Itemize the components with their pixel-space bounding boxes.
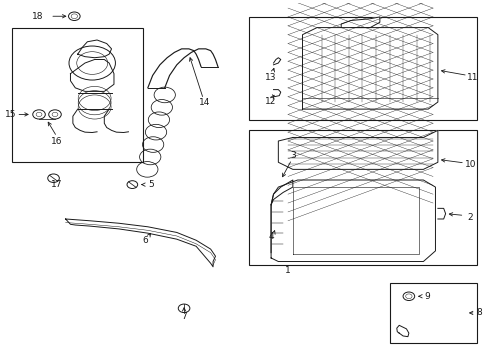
Polygon shape [278,130,437,169]
Text: 15: 15 [5,110,16,119]
Text: 7: 7 [181,312,186,321]
Text: 8: 8 [475,309,481,318]
Bar [249,17,476,120]
Text: 4: 4 [268,232,274,241]
Bar [389,283,476,343]
Bar [12,28,142,162]
Bar [249,130,476,265]
Text: 2: 2 [466,213,471,222]
Text: 17: 17 [51,180,62,189]
Polygon shape [341,17,379,28]
Text: 5: 5 [147,180,153,189]
Polygon shape [302,28,437,109]
Polygon shape [270,180,435,261]
Text: 11: 11 [467,73,478,82]
Text: 12: 12 [265,97,276,106]
Text: 16: 16 [51,136,62,145]
Text: 13: 13 [265,73,276,82]
Text: 9: 9 [424,292,430,301]
Polygon shape [65,219,215,267]
Text: 1: 1 [285,266,290,275]
Polygon shape [396,325,408,337]
Text: 6: 6 [142,237,148,246]
Text: 18: 18 [32,12,44,21]
Polygon shape [270,180,292,253]
Text: 10: 10 [464,159,475,168]
Text: 3: 3 [289,152,295,161]
Text: 14: 14 [198,98,209,107]
